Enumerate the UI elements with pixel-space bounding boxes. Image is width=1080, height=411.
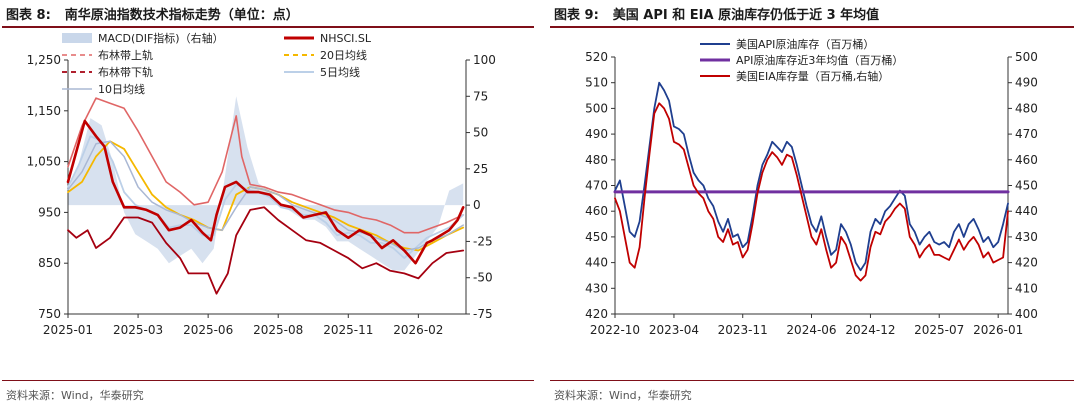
y-left-tick-label: 950 [38, 205, 61, 219]
y-right-tick-label: 460 [1015, 153, 1038, 167]
y-left-tick-label: 460 [585, 204, 608, 218]
y-left-tick-label: 1,250 [27, 53, 61, 67]
title-divider [550, 26, 1074, 28]
y-right-tick-label: -75 [473, 307, 493, 321]
y-right-tick-label: 410 [1015, 281, 1038, 295]
legend-label-macd: MACD(DIF指标)（右轴） [98, 31, 224, 45]
y-right-tick-label: 75 [473, 89, 488, 103]
y-right-tick-label: 470 [1015, 127, 1038, 141]
y-left-tick-label: 420 [585, 307, 608, 321]
x-tick-label: 2024-06 [786, 323, 836, 337]
y-right-tick-label: 440 [1015, 204, 1038, 218]
x-tick-label: 2025-03 [113, 323, 163, 337]
y-right-tick-label: 450 [1015, 179, 1038, 193]
chart-svg-right: 420 430 440 450 460 470 480 490 500 510 520 400 410 4… [585, 37, 1038, 337]
x-tick-label: 2023-11 [718, 323, 768, 337]
x-tick-label: 2025-07 [914, 323, 964, 337]
y-right-tick-label: 430 [1015, 230, 1038, 244]
x-tick-label: 2024-12 [845, 323, 895, 337]
y-right-tick-label: -25 [473, 234, 493, 248]
legend-label-ma10: 10日均线 [98, 82, 145, 96]
y-left-tick-label: 1,150 [27, 104, 61, 118]
x-tick-label: 2025-06 [183, 323, 233, 337]
figure-number: 图表 8: [6, 8, 51, 23]
figure-title: 图表 9: 美国 API 和 EIA 原油库存仍低于近 3 年均值 [554, 4, 879, 23]
y-right-tick-label: 500 [1015, 50, 1038, 64]
legend-label-ma5: 5日均线 [320, 65, 360, 79]
source-divider [2, 380, 534, 381]
legend-label-upper: 布林带上轨 [98, 48, 153, 62]
chart-panel-left: 图表 8: 南华原油指数技术指标走势（单位：点） 750 850 950 1,050 1,… [2, 4, 534, 402]
y-right-tick-label: 25 [473, 162, 488, 176]
series-line-api [614, 81, 1009, 272]
series-line-upper [67, 97, 464, 234]
y-left-tick-label: 450 [585, 230, 608, 244]
source-divider [550, 380, 1074, 381]
series-line-ma10 [67, 140, 464, 252]
x-tick-label: 2022-10 [590, 323, 640, 337]
x-tick-label: 2025-11 [323, 323, 373, 337]
y-left-tick-label: 490 [585, 127, 608, 141]
legend-label-avg: API原油库存近3年均值（百万桶） [736, 53, 903, 67]
series-macd-area [68, 96, 464, 271]
y-left-tick-label: 500 [585, 101, 608, 115]
x-tick-label: 2026-01 [973, 323, 1023, 337]
y-left-tick-label: 480 [585, 153, 608, 167]
chart-panel-right: 图表 9: 美国 API 和 EIA 原油库存仍低于近 3 年均值 420 430 4… [548, 0, 1080, 411]
y-right-tick-label: 490 [1015, 76, 1038, 90]
series-line-main [66, 119, 465, 265]
x-tick-label: 2025-08 [253, 323, 303, 337]
y-right-tick-label: 420 [1015, 256, 1038, 270]
legend-swatch-macd [62, 33, 92, 43]
source-note: 资料来源：Wind，华泰研究 [6, 389, 144, 402]
legend-label-ma20: 20日均线 [320, 48, 367, 62]
figure-title-text: 美国 API 和 EIA 原油库存仍低于近 3 年均值 [612, 8, 880, 23]
chart-svg-left: 750 850 950 1,050 1,150 1,250 -75 -50 -25 0 25 50 75… [27, 31, 496, 337]
x-tick-label: 2026-02 [393, 323, 443, 337]
legend-label-lower: 布林带下轨 [98, 65, 153, 79]
y-left-tick-label: 1,050 [27, 155, 61, 169]
y-left-tick-label: 440 [585, 256, 608, 270]
figure-number: 图表 9: [554, 8, 599, 23]
y-right-tick-label: 50 [473, 126, 488, 140]
title-divider [2, 26, 534, 28]
y-right-tick-label: 0 [473, 198, 481, 212]
figure-title-text: 南华原油指数技术指标走势（单位：点） [64, 8, 299, 23]
y-left-tick-label: 520 [585, 50, 608, 64]
x-tick-label: 2023-04 [649, 323, 699, 337]
series-line-eia [614, 102, 1009, 282]
y-left-tick-label: 510 [585, 76, 608, 90]
y-right-tick-label: 400 [1015, 307, 1038, 321]
y-right-tick-label: 480 [1015, 101, 1038, 115]
y-right-tick-label: -50 [473, 271, 493, 285]
y-left-tick-label: 430 [585, 281, 608, 295]
y-left-tick-label: 750 [38, 307, 61, 321]
legend-label-nhsci: NHSCI.SL [320, 32, 372, 45]
legend-label-eia: 美国EIA库存量（百万桶,右轴） [736, 69, 889, 83]
legend-label-api: 美国API原油库存（百万桶） [736, 37, 874, 51]
y-left-tick-label: 470 [585, 179, 608, 193]
y-left-tick-label: 850 [38, 256, 61, 270]
source-note: 资料来源：Wind，华泰研究 [554, 389, 692, 402]
y-right-tick-label: 100 [473, 53, 496, 67]
series-line-lower [67, 206, 465, 295]
x-tick-label: 2025-01 [43, 323, 93, 337]
figure-title: 图表 8: 南华原油指数技术指标走势（单位：点） [6, 4, 299, 23]
